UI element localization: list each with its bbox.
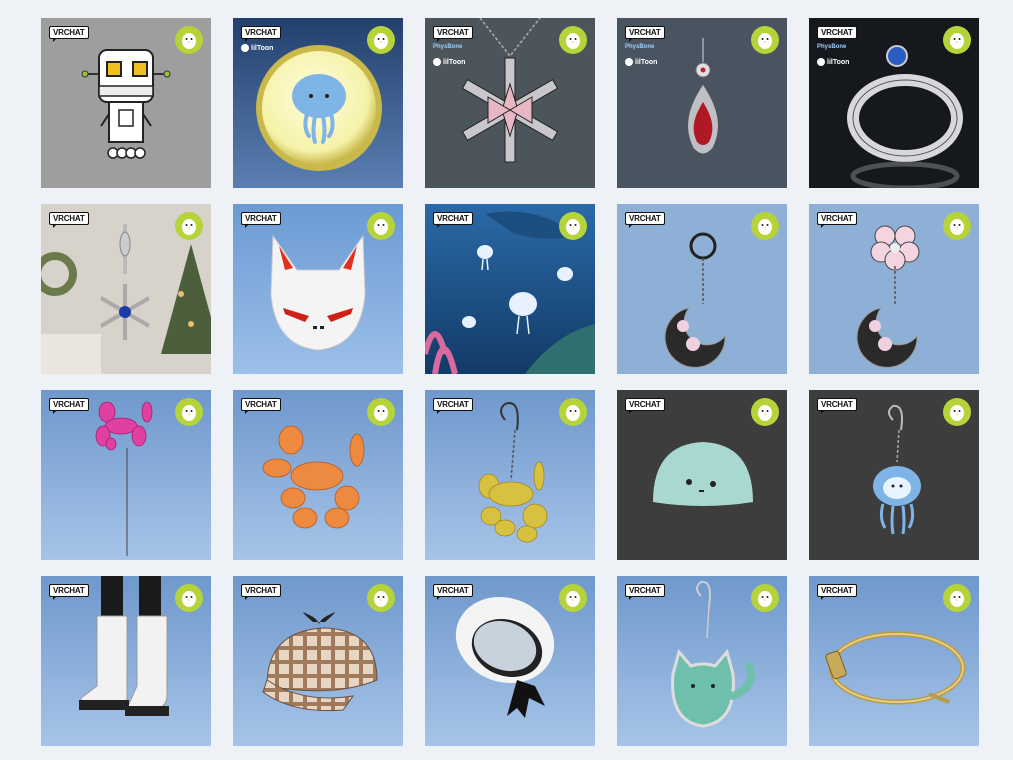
vrchat-badge: VRCHAT	[433, 26, 473, 42]
vrchat-badge: VRCHAT	[817, 212, 857, 228]
product-grid: VRCHAT VRCHAT lilToon	[41, 18, 979, 746]
product-card-pink-balloon-dog[interactable]: VRCHAT	[41, 390, 211, 560]
physbone-tag: PhysBone	[625, 44, 655, 50]
physbone-tag: PhysBone	[817, 44, 847, 50]
penguin-logo-icon	[367, 584, 395, 612]
product-card-robot[interactable]: VRCHAT	[41, 18, 211, 188]
product-card-ruby-drop-necklace[interactable]: VRCHAT PhysBone lilToon	[617, 18, 787, 188]
penguin-logo-icon	[751, 26, 779, 54]
vrchat-badge: VRCHAT	[49, 212, 89, 228]
vrchat-badge: VRCHAT	[49, 584, 89, 600]
penguin-logo-icon	[751, 584, 779, 612]
penguin-logo-icon	[175, 398, 203, 426]
product-card-jellyfish-ocean[interactable]: VRCHAT	[425, 204, 595, 374]
penguin-logo-icon	[943, 398, 971, 426]
vrchat-badge: VRCHAT	[817, 584, 857, 600]
moon-earring-flower-thumbnail	[809, 204, 979, 374]
penguin-logo-icon	[559, 584, 587, 612]
vrchat-badge: VRCHAT	[817, 398, 857, 414]
cat-earring-thumbnail	[617, 576, 787, 746]
liltoon-tag: lilToon	[241, 44, 273, 52]
penguin-logo-icon	[943, 212, 971, 240]
gold-balloon-earring-thumbnail	[425, 390, 595, 560]
penguin-logo-icon	[943, 26, 971, 54]
product-card-snowflake-charm[interactable]: VRCHAT	[41, 204, 211, 374]
product-card-jellyfish-earring[interactable]: VRCHAT	[809, 390, 979, 560]
product-card-gold-balloon-earring[interactable]: VRCHAT	[425, 390, 595, 560]
vrchat-badge: VRCHAT	[625, 26, 665, 42]
vrchat-badge: VRCHAT	[625, 584, 665, 600]
product-card-mochi-slime[interactable]: VRCHAT	[617, 390, 787, 560]
vrchat-badge: VRCHAT	[433, 584, 473, 600]
product-card-fox-mask[interactable]: VRCHAT	[233, 204, 403, 374]
penguin-logo-icon	[175, 26, 203, 54]
penguin-logo-icon	[559, 398, 587, 426]
penguin-logo-icon	[559, 212, 587, 240]
penguin-logo-icon	[751, 398, 779, 426]
penguin-logo-icon	[751, 212, 779, 240]
vrchat-badge: VRCHAT	[241, 584, 281, 600]
physbone-tag: PhysBone	[433, 44, 463, 50]
product-card-sapphire-ring[interactable]: VRCHAT PhysBone lilToon	[809, 18, 979, 188]
snowflake-necklace-thumbnail	[425, 18, 595, 188]
vrchat-badge: VRCHAT	[49, 26, 89, 42]
penguin-logo-icon	[559, 26, 587, 54]
vrchat-badge: VRCHAT	[49, 398, 89, 414]
product-card-moon-earring-ring[interactable]: VRCHAT	[617, 204, 787, 374]
vrchat-badge: VRCHAT	[817, 26, 857, 42]
snowflake-charm-thumbnail	[41, 204, 211, 374]
penguin-logo-icon	[175, 212, 203, 240]
vrchat-badge: VRCHAT	[433, 212, 473, 228]
product-card-gold-nail-bracelet[interactable]: VRCHAT	[809, 576, 979, 746]
pink-balloon-dog-thumbnail	[41, 390, 211, 560]
product-card-white-boots[interactable]: VRCHAT	[41, 576, 211, 746]
product-card-jellyfish-coin[interactable]: VRCHAT lilToon	[233, 18, 403, 188]
vrchat-badge: VRCHAT	[433, 398, 473, 414]
product-card-cat-earring[interactable]: VRCHAT	[617, 576, 787, 746]
liltoon-tag: lilToon	[817, 58, 849, 66]
product-card-moon-earring-flower[interactable]: VRCHAT	[809, 204, 979, 374]
vrchat-badge: VRCHAT	[625, 212, 665, 228]
product-card-white-beret[interactable]: VRCHAT	[425, 576, 595, 746]
orange-balloon-dog-thumbnail	[233, 390, 403, 560]
vrchat-badge: VRCHAT	[241, 26, 281, 42]
penguin-logo-icon	[367, 26, 395, 54]
product-card-snowflake-necklace[interactable]: VRCHAT PhysBone lilToon	[425, 18, 595, 188]
vrchat-badge: VRCHAT	[625, 398, 665, 414]
vrchat-badge: VRCHAT	[241, 212, 281, 228]
product-card-plaid-hat[interactable]: VRCHAT	[233, 576, 403, 746]
liltoon-tag: lilToon	[625, 58, 657, 66]
product-card-orange-balloon-dog[interactable]: VRCHAT	[233, 390, 403, 560]
penguin-logo-icon	[175, 584, 203, 612]
vrchat-badge: VRCHAT	[241, 398, 281, 414]
liltoon-tag: lilToon	[433, 58, 465, 66]
penguin-logo-icon	[367, 212, 395, 240]
penguin-logo-icon	[943, 584, 971, 612]
penguin-logo-icon	[367, 398, 395, 426]
jellyfish-ocean-thumbnail	[425, 204, 595, 374]
